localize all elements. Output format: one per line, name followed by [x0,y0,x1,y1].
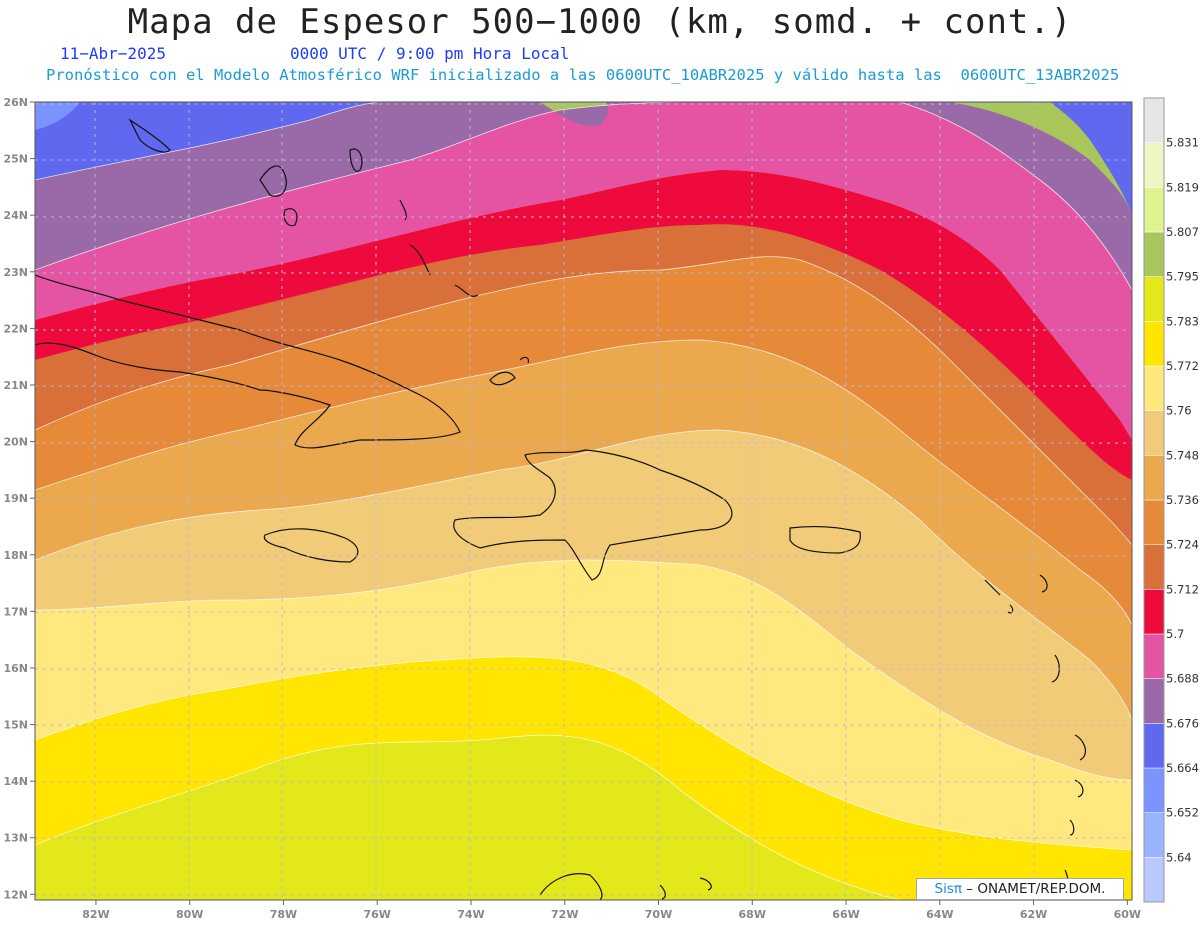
colorbar-label: 5.676 [1166,716,1199,730]
contour-fill-layer [35,102,1132,900]
model-subtitle: Pronóstico con el Modelo Atmosférico WRF… [46,66,1120,84]
band-purple [35,102,1132,900]
lon-tick-label: 66W [832,908,859,921]
lon-tick-label: 78W [270,908,297,921]
colorbar-frame [1143,97,1165,903]
venezuela-coast [539,873,712,900]
colorbar-label: 5.772 [1166,359,1199,373]
band-lime [35,735,900,900]
colorbar-swatch [1143,97,1165,143]
lat-tick-label: 12N [3,888,28,901]
band-lime-right [560,852,740,900]
colorbar-label: 5.795 [1166,270,1199,284]
lon-tick-label: 74W [457,908,484,921]
lat-tick-label: 14N [3,775,28,788]
colorbar-label: 5.819 [1166,180,1199,194]
colorbar-swatch [1143,321,1165,367]
lat-tick-label: 22N [3,322,28,335]
lon-tick-label: 68W [739,908,766,921]
lat-tick-label: 23N [3,266,28,279]
colorbar-swatch [1143,142,1165,188]
map-title: Mapa de Espesor 500−1000 (km, somd. + co… [127,2,1073,42]
band-pink [35,102,1132,900]
lat-tick-label: 24N [3,209,28,222]
bahamas [128,118,479,297]
band-yellow [35,656,1132,900]
band-blue-right [1050,102,1132,215]
lat-tick-label: 13N [3,832,28,845]
colorbar-label: 5.64 [1166,850,1192,864]
coastlines [35,118,1087,900]
lon-tick-label: 60W [1114,908,1141,921]
colorbar-swatch [1143,767,1165,813]
jamaica-coast [263,528,359,563]
lon-tick-label: 82W [82,908,109,921]
lon-tick-label: 76W [363,908,390,921]
colorbar-label: 5.652 [1166,806,1199,820]
plot-frame [34,101,1133,901]
colorbar-swatch [1143,678,1165,724]
colorbar-label: 5.712 [1166,582,1199,596]
credit-brand: Sisπ [934,881,962,897]
lon-tick-label: 80W [176,908,203,921]
band-light-orange [35,340,1132,900]
colorbar-swatch [1143,544,1165,590]
longitude-axis: 82W 80W 78W 76W 74W 72W 70W 68W 66W 64W 62W 60W [82,900,1141,921]
band-blue [35,102,380,180]
lat-tick-label: 18N [3,549,28,562]
colorbar-swatch [1143,633,1165,679]
colorbar-swatch [1143,723,1165,769]
band-tan [35,430,1132,900]
valid-date: 11−Abr−2025 [60,44,166,63]
credit-box: Sisπ – ONAMET/REP.DOM. [916,878,1124,900]
lat-tick-label: 20N [3,436,28,449]
lat-tick-label: 26N [3,96,28,109]
lon-tick-label: 72W [551,908,578,921]
colorbar-swatch [1143,455,1165,501]
hispaniola-coast [453,449,733,581]
colorbar-swatch [1143,231,1165,277]
colorbar-label: 5.831 [1166,136,1199,150]
lon-tick-label: 64W [926,908,953,921]
colorbar-label: 5.783 [1166,314,1199,328]
cuba-coast [35,274,461,449]
puerto-rico-coast [789,525,861,554]
colorbar-label: 5.736 [1166,493,1199,507]
latitude-axis: 12N 13N 14N 15N 16N 17N 18N 19N 20N 21N 22N 23N 24N 2… [3,96,35,901]
colorbar-swatch [1143,187,1165,233]
lat-tick-label: 17N [3,605,28,618]
colorbar-label: 5.748 [1166,448,1199,462]
colorbar-swatch [1143,499,1165,545]
valid-time: 0000 UTC / 9:00 pm Hora Local [290,44,570,63]
graticule [35,102,1132,900]
lon-tick-label: 62W [1020,908,1047,921]
band-light-yellow [35,560,1132,900]
colorbar-label: 5.76 [1166,404,1192,418]
colorbar-swatch [1143,857,1165,903]
lat-tick-label: 21N [3,379,28,392]
colorbar-swatch [1143,365,1165,411]
credit-text: – ONAMET/REP.DOM. [962,881,1106,897]
colorbar-label: 5.807 [1166,225,1199,239]
colorbar-swatch [1143,589,1165,635]
colorbar-swatch [1143,276,1165,322]
colorbar-label: 5.688 [1166,672,1199,686]
colorbar-label: 5.664 [1166,761,1199,775]
lat-tick-label: 16N [3,662,28,675]
lon-tick-label: 70W [645,908,672,921]
colorbar-label: 5.724 [1166,538,1199,552]
lat-tick-label: 15N [3,719,28,732]
band-lightblue [35,102,80,130]
colorbar-swatch [1143,812,1165,858]
turks-caicos [489,356,530,386]
colorbar-label: 5.7 [1166,627,1184,641]
colorbar: 5.64 5.652 5.664 5.676 5.688 5.7 5.712 5.724 5.7… [1143,97,1199,903]
contour-lines [35,102,1132,900]
colorbar-swatch [1143,410,1165,456]
lat-tick-label: 19N [3,492,28,505]
lat-tick-label: 25N [3,153,28,166]
